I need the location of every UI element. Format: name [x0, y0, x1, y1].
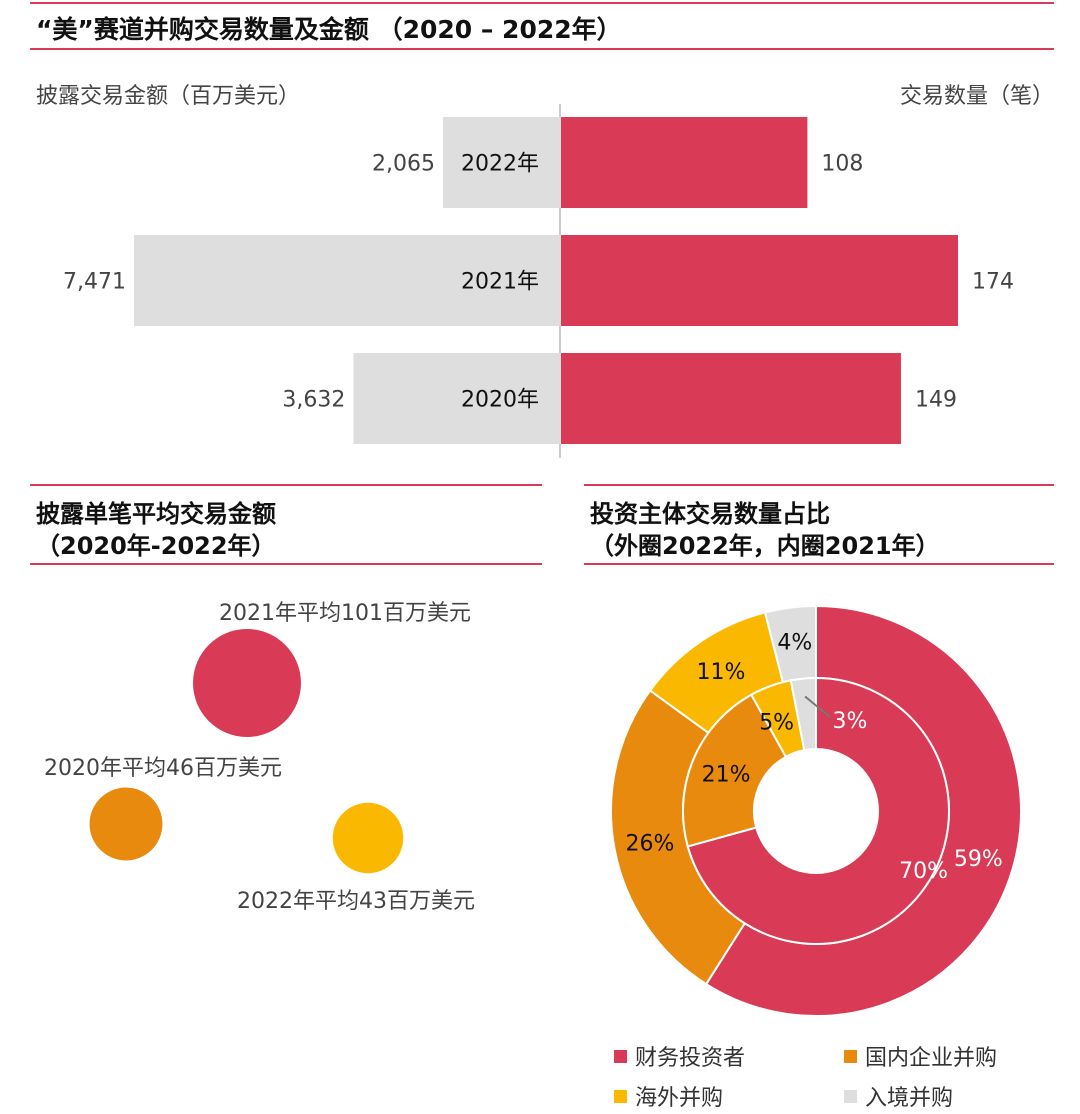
outer-ring-data-label: 59% [954, 847, 1003, 872]
count-data-label: 149 [915, 388, 957, 413]
amount-bar [134, 235, 561, 326]
legend-item-inbound-ma: 入境并购 [844, 1080, 953, 1112]
amount-bar [353, 353, 561, 444]
legend-label: 国内企业并购 [865, 1046, 998, 1071]
bubble-title-rule-top [30, 484, 542, 486]
bubble-chart-title: 披露单笔平均交易金额 [36, 500, 276, 528]
amount-data-label: 3,632 [282, 388, 345, 413]
year-label: 2020年 [461, 388, 539, 413]
bubble [332, 802, 404, 874]
donut-chart-subtitle: （外圈2022年，内圈2021年） [590, 532, 940, 560]
inner-ring-data-label: 5% [759, 710, 794, 735]
count-bar [561, 117, 808, 208]
outer-ring-data-label: 4% [777, 630, 812, 655]
legend-swatch [844, 1049, 857, 1063]
donut-title-rule-bottom [584, 563, 1054, 565]
year-label: 2022年 [461, 152, 539, 177]
legend-label: 财务投资者 [635, 1046, 746, 1071]
bubble [89, 787, 163, 861]
legend-item-overseas-ma: 海外并购 [614, 1080, 723, 1112]
count-bar [561, 235, 958, 326]
outer-ring-data-label: 26% [626, 832, 675, 857]
inner-ring-data-label: 21% [702, 762, 751, 787]
title-rule-bottom [30, 48, 1054, 50]
donut-chart-title: 投资主体交易数量占比 [590, 500, 830, 528]
amount-bar [442, 117, 561, 208]
count-data-label: 108 [821, 152, 863, 177]
donut-title-rule-top [584, 484, 1054, 486]
amount-data-label: 2,065 [372, 152, 435, 177]
inner-ring-slice [789, 676, 817, 752]
leader-line [804, 695, 831, 718]
year-label: 2021年 [461, 270, 539, 295]
count-data-label: 174 [972, 270, 1014, 295]
outer-ring-data-label: 11% [697, 660, 746, 685]
bubble-title-rule-bottom [30, 563, 542, 565]
amount-data-label: 7,471 [63, 270, 126, 295]
legend-swatch [844, 1089, 857, 1103]
right-axis-label: 交易数量（笔） [899, 84, 1054, 109]
legend-item-financial-investor: 财务投资者 [614, 1040, 745, 1072]
legend-label: 海外并购 [635, 1086, 724, 1111]
bubble [193, 629, 301, 737]
count-bar [561, 353, 901, 444]
title-rule-top [30, 2, 1054, 4]
bubble-chart-subtitle: （2020年-2022年） [36, 532, 276, 560]
legend-swatch [614, 1049, 627, 1063]
legend-label: 入境并购 [865, 1086, 954, 1111]
legend-swatch [614, 1089, 627, 1103]
inner-ring-data-label: 70% [899, 859, 948, 884]
butterfly-bar-chart: 2022年 2,065 108 2021年 7,471 174 2020年 3,632 149 [63, 104, 1014, 458]
inner-ring-slice [682, 693, 788, 848]
bubble-label: 2020年平均46百万美元 [44, 756, 282, 781]
bubble-label: 2022年平均43百万美元 [237, 889, 475, 914]
main-chart-title: “美”赛道并购交易数量及金额 （2020 – 2022年） [36, 15, 622, 44]
inner-ring-slice [686, 676, 950, 945]
inner-ring-data-label: 3% [833, 709, 868, 734]
left-axis-label: 披露交易金额（百万美元） [36, 84, 301, 109]
legend-item-domestic-ma: 国内企业并购 [844, 1040, 997, 1072]
bubble-label: 2021年平均101百万美元 [219, 601, 471, 626]
